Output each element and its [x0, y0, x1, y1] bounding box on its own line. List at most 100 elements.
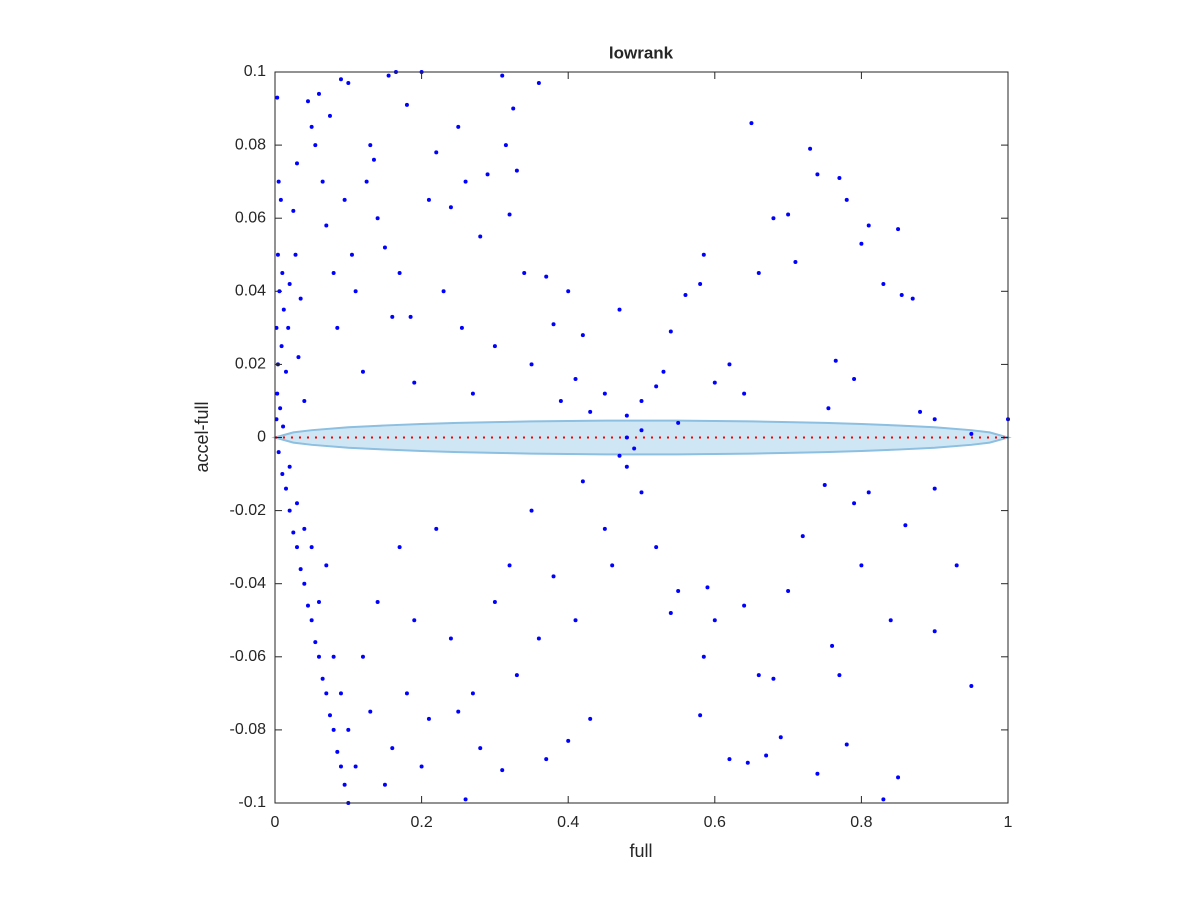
point: [338, 691, 343, 696]
point: [826, 406, 831, 411]
point: [448, 636, 453, 641]
point: [503, 143, 508, 148]
point: [492, 344, 497, 349]
point: [459, 325, 464, 330]
point: [287, 508, 292, 513]
point: [852, 377, 857, 382]
x-tick-label: 0.4: [557, 814, 579, 831]
point: [346, 80, 351, 85]
point: [866, 490, 871, 495]
point: [463, 179, 468, 184]
point: [371, 157, 376, 162]
point: [404, 102, 409, 107]
point: [573, 377, 578, 382]
band: [271, 419, 1012, 456]
point: [580, 479, 585, 484]
point: [903, 523, 908, 528]
y-tick-label: -0.1: [238, 794, 266, 811]
point: [742, 603, 747, 608]
point: [298, 567, 303, 572]
point: [511, 106, 516, 111]
point: [896, 775, 901, 780]
y-tick-label: 0: [257, 429, 266, 446]
point: [932, 486, 937, 491]
point: [364, 179, 369, 184]
point: [639, 398, 644, 403]
point: [448, 205, 453, 210]
point: [408, 314, 413, 319]
point: [617, 307, 622, 312]
point: [918, 409, 923, 414]
point: [969, 431, 974, 436]
point: [514, 673, 519, 678]
point: [353, 289, 358, 294]
point: [661, 369, 666, 374]
x-tick-label: 0.6: [704, 814, 726, 831]
y-tick-label: -0.04: [230, 575, 267, 592]
point: [639, 428, 644, 433]
point: [360, 654, 365, 659]
point: [342, 782, 347, 787]
point: [298, 296, 303, 301]
point: [712, 380, 717, 385]
point: [727, 757, 732, 762]
point: [412, 380, 417, 385]
x-tick-label: 1: [1004, 814, 1013, 831]
point: [786, 212, 791, 217]
point: [309, 545, 314, 550]
point: [610, 563, 615, 568]
point: [749, 121, 754, 126]
point: [296, 355, 301, 360]
point: [712, 618, 717, 623]
point: [335, 325, 340, 330]
point: [331, 654, 336, 659]
point: [522, 271, 527, 276]
point: [771, 676, 776, 681]
point: [514, 168, 519, 173]
point: [833, 358, 838, 363]
point: [404, 691, 409, 696]
point: [426, 197, 431, 202]
point: [830, 643, 835, 648]
point: [969, 684, 974, 689]
point: [698, 281, 703, 286]
point: [294, 161, 299, 166]
y-tick-label: 0.06: [235, 209, 266, 226]
point: [815, 771, 820, 776]
point: [275, 252, 280, 257]
point: [544, 274, 549, 279]
x-tick-label: 0.8: [850, 814, 872, 831]
point: [566, 738, 571, 743]
point: [287, 281, 292, 286]
point: [910, 296, 915, 301]
point: [291, 530, 296, 535]
point: [346, 727, 351, 732]
point: [705, 585, 710, 590]
point: [291, 208, 296, 213]
x-tick-label: 0.2: [410, 814, 432, 831]
point: [536, 80, 541, 85]
point: [866, 223, 871, 228]
point: [470, 691, 475, 696]
point: [492, 599, 497, 604]
point: [338, 764, 343, 769]
point: [888, 618, 893, 623]
point: [397, 271, 402, 276]
point: [426, 716, 431, 721]
point: [742, 391, 747, 396]
point: [588, 409, 593, 414]
point: [529, 362, 534, 367]
point: [632, 446, 637, 451]
point: [793, 260, 798, 265]
chart-title: lowrank: [609, 43, 674, 62]
point: [375, 599, 380, 604]
point: [456, 709, 461, 714]
point: [294, 501, 299, 506]
point: [639, 490, 644, 495]
point: [566, 289, 571, 294]
y-tick-label: 0.08: [235, 136, 266, 153]
point: [412, 618, 417, 623]
point: [434, 526, 439, 531]
point: [302, 581, 307, 586]
point: [859, 563, 864, 568]
